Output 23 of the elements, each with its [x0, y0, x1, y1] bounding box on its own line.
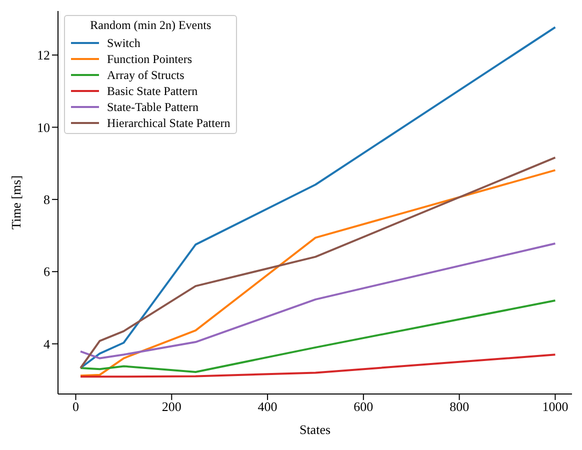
legend-label: Array of Structs — [107, 67, 184, 83]
legend-title: Random (min 2n) Events — [89, 18, 212, 33]
y-tick-label: 4 — [44, 336, 50, 352]
legend-label: Hierarchical State Pattern — [107, 115, 230, 131]
x-tick-label: 800 — [450, 399, 470, 414]
x-tick-label: 200 — [162, 399, 182, 414]
y-tick-label: 8 — [44, 192, 50, 208]
y-tick-label: 10 — [37, 120, 50, 135]
line-series — [80, 300, 556, 373]
y-axis-title: Time [ms] — [8, 175, 24, 230]
legend-label: Function Pointers — [107, 51, 192, 67]
legend-label: Switch — [107, 35, 140, 51]
x-tick-label: 400 — [258, 399, 278, 414]
legend-label: Basic State Pattern — [107, 83, 198, 99]
x-tick-label: 0 — [72, 399, 79, 414]
legend-label: State-Table Pattern — [107, 99, 198, 115]
line-series — [80, 354, 556, 378]
x-tick-label: 1000 — [542, 399, 568, 414]
x-tick-label: 600 — [354, 399, 374, 414]
y-tick-label: 12 — [37, 48, 50, 63]
x-axis-title: States — [299, 422, 331, 437]
y-tick-label: 6 — [44, 264, 50, 280]
line-series — [80, 242, 556, 360]
